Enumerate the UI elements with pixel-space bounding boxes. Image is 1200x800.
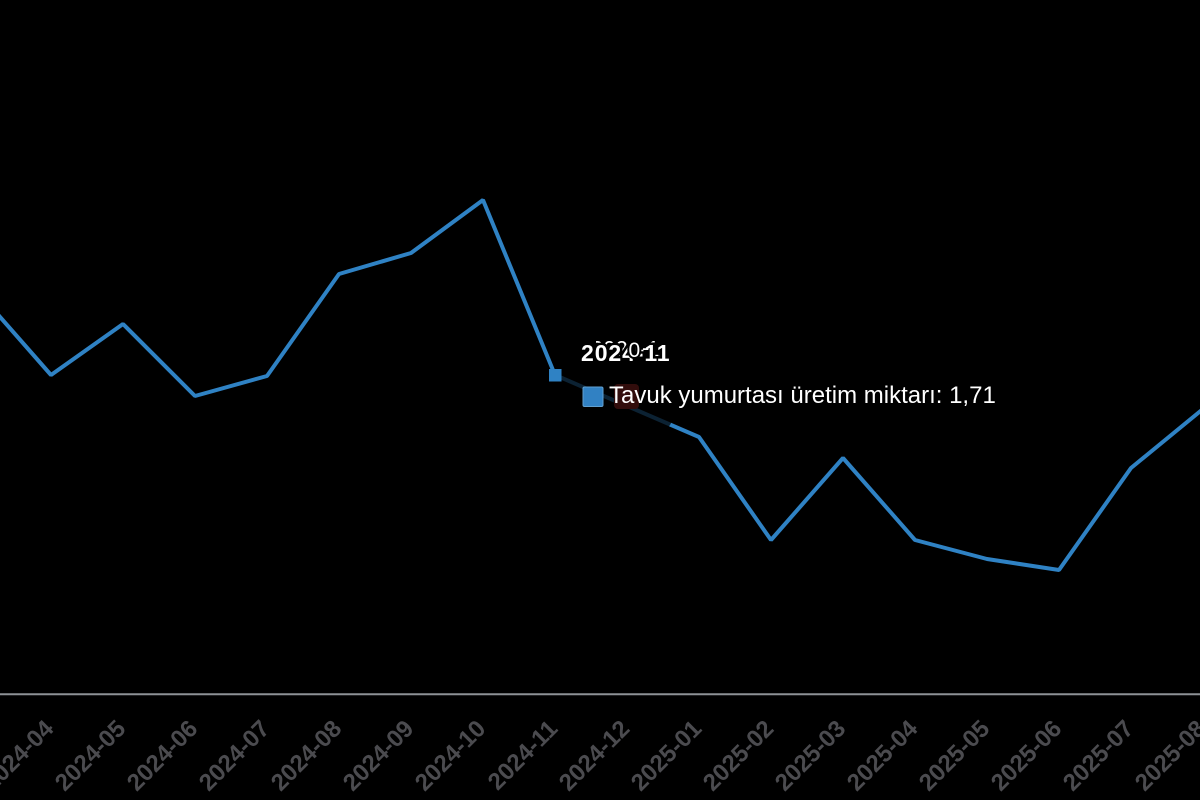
svg-text:2024-06: 2024-06	[122, 715, 203, 796]
svg-text:-: -	[642, 335, 649, 360]
svg-text:2025-02: 2025-02	[698, 715, 779, 796]
svg-text:2024-11: 2024-11	[483, 715, 563, 795]
svg-text:2024-08: 2024-08	[266, 715, 347, 796]
svg-text:2025-04: 2025-04	[842, 715, 924, 797]
svg-text:Tavuk yumurtası üretim miktarı: Tavuk yumurtası üretim miktarı: 1,71	[609, 382, 996, 409]
svg-text:2024-11: 2024-11	[591, 337, 670, 362]
svg-text:2024-09: 2024-09	[338, 715, 419, 796]
svg-text:2024-11: 2024-11	[581, 340, 670, 366]
svg-text:2024-10: 2024-10	[410, 715, 491, 796]
svg-text:2024-12: 2024-12	[554, 715, 635, 796]
svg-text:2024-05: 2024-05	[50, 715, 131, 796]
svg-text:2025-08: 2025-08	[1130, 715, 1200, 796]
svg-text:2025-03: 2025-03	[770, 715, 851, 796]
svg-text:2025-05: 2025-05	[914, 715, 995, 796]
svg-text:0: 0	[629, 339, 641, 362]
svg-text:2024-04: 2024-04	[0, 715, 60, 797]
svg-text:2024-07: 2024-07	[194, 715, 275, 796]
svg-text:2025-06: 2025-06	[986, 715, 1067, 796]
svg-text:2025-07: 2025-07	[1058, 715, 1139, 796]
svg-text:2025-01: 2025-01	[626, 715, 707, 796]
